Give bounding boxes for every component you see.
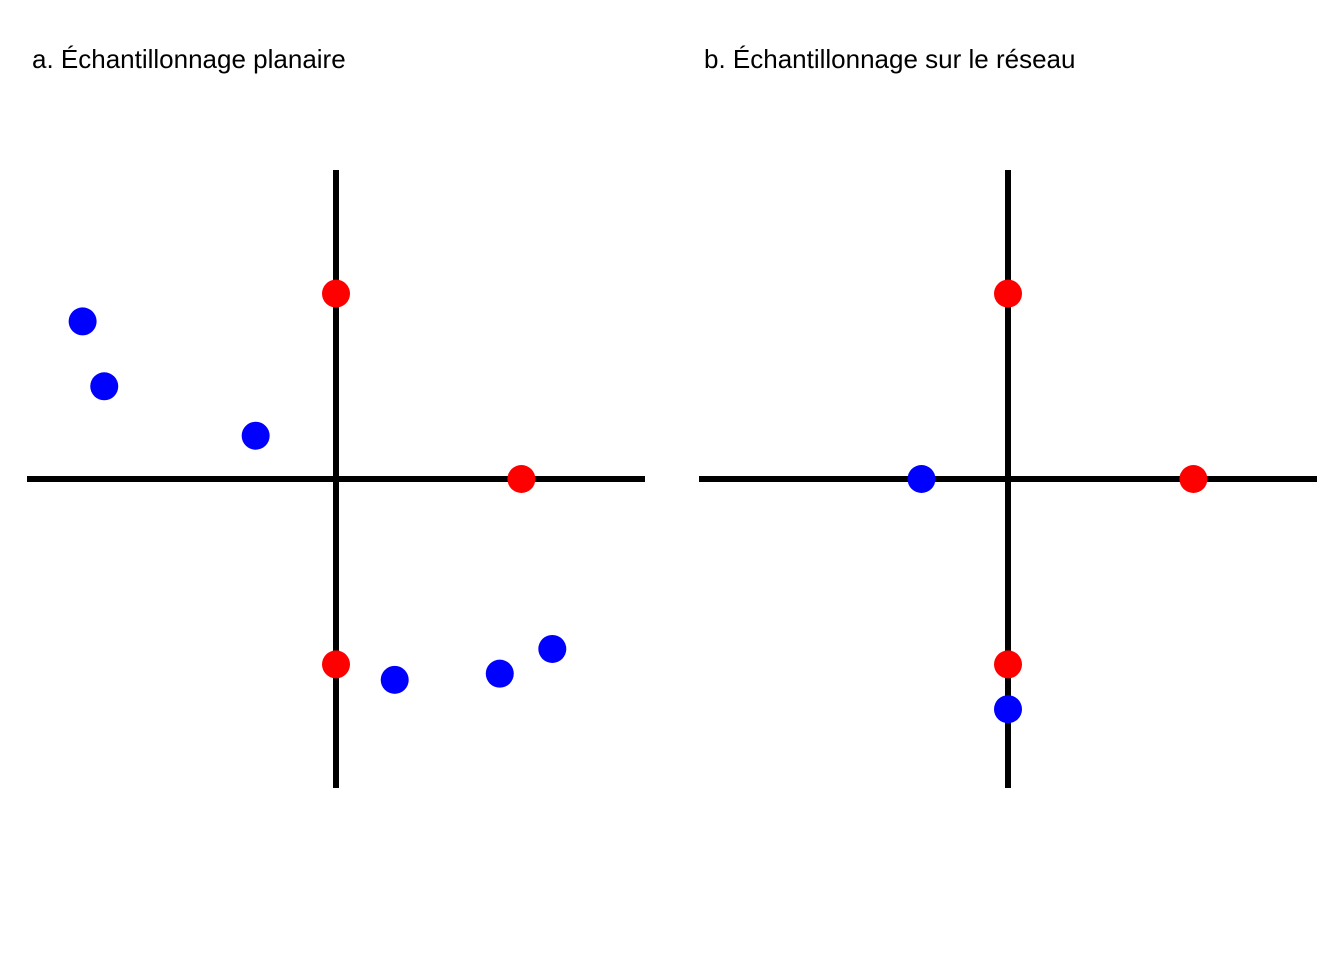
- panel-a-blue-point-5: [485, 659, 514, 688]
- panel-a-blue-point-1: [68, 307, 97, 336]
- planar-sampling-plot: [27, 170, 645, 788]
- panel-a-blue-point-6: [538, 634, 567, 663]
- panel-a-red-point-1: [322, 279, 350, 308]
- panel-b-blue-point-2: [994, 695, 1022, 724]
- panel-planar-sampling: a. Échantillonnage planaire: [27, 44, 645, 788]
- panel-a-red-point-3: [322, 650, 350, 679]
- panel-b-title: b. Échantillonnage sur le réseau: [704, 44, 1076, 74]
- panel-a-blue-point-2: [90, 372, 119, 401]
- panel-a-blue-point-3: [241, 421, 270, 450]
- panel-b-red-point-2: [1179, 465, 1208, 493]
- panel-b-blue-point-1: [907, 465, 936, 493]
- network-sampling-plot: [699, 170, 1317, 788]
- panel-a-title: a. Échantillonnage planaire: [32, 44, 346, 74]
- panel-a-blue-point-4: [380, 665, 409, 694]
- panel-b-red-point-3: [994, 650, 1022, 679]
- panel-a-red-point-2: [507, 465, 536, 493]
- panel-b-red-point-1: [994, 279, 1022, 308]
- panel-network-sampling: b. Échantillonnage sur le réseau: [672, 0, 1344, 960]
